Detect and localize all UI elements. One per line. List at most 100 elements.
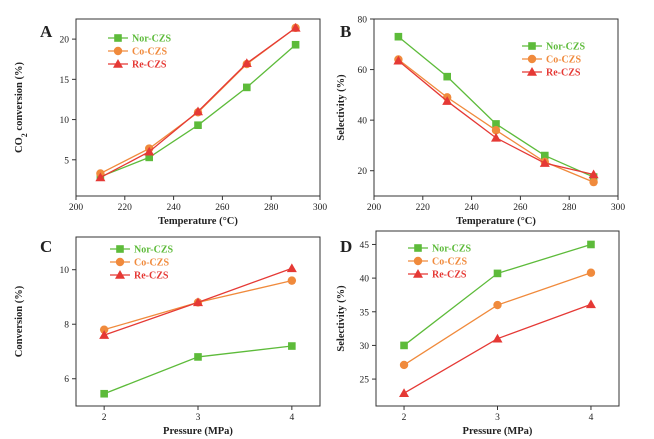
panel-a: 200 220 240 260 280 300 5 10 15 20 Temperature (°C… bbox=[14, 18, 328, 227]
panel-letter: A bbox=[40, 22, 53, 41]
x-tick-label: 2 bbox=[402, 413, 407, 423]
x-tick-label: 220 bbox=[416, 203, 431, 213]
y-tick-label: 20 bbox=[358, 167, 368, 177]
y-tick-label: 10 bbox=[60, 266, 70, 276]
data-point-re-czs bbox=[393, 55, 404, 65]
legend: Nor-CZS Co-CZS Re-CZS bbox=[522, 42, 586, 79]
legend-label: Co-CZS bbox=[134, 258, 169, 269]
data-point-re-czs bbox=[99, 330, 110, 339]
x-tick-label: 2 bbox=[102, 413, 107, 423]
legend-label: Co-CZS bbox=[132, 47, 167, 58]
data-point-re-czs bbox=[539, 158, 550, 167]
x-tick-label: 4 bbox=[289, 413, 294, 423]
legend-label: Re-CZS bbox=[134, 271, 169, 282]
y-tick-label: 8 bbox=[64, 321, 69, 331]
x-tick-label: 300 bbox=[313, 203, 328, 213]
x-tick-label: 200 bbox=[367, 203, 382, 213]
x-tick-label: 300 bbox=[611, 203, 626, 213]
data-point-nor-czs bbox=[443, 72, 451, 81]
x-tick-label: 220 bbox=[118, 203, 133, 213]
legend-label: Nor-CZS bbox=[132, 34, 172, 45]
y-tick-label: 30 bbox=[360, 342, 370, 352]
data-point-re-czs bbox=[491, 132, 501, 142]
legend-marker bbox=[115, 270, 125, 279]
x-tick-label: 260 bbox=[513, 203, 528, 213]
legend-marker bbox=[113, 59, 123, 68]
legend-label: Co-CZS bbox=[546, 55, 581, 66]
data-point-nor-czs bbox=[492, 120, 500, 128]
legend-marker bbox=[528, 42, 536, 50]
x-tick-label: 4 bbox=[589, 413, 594, 423]
legend-marker bbox=[115, 257, 125, 267]
y-tick-label: 40 bbox=[358, 117, 368, 127]
y-tick-label: 25 bbox=[360, 376, 370, 386]
legend-label: Nor-CZS bbox=[546, 42, 586, 53]
x-tick-label: 200 bbox=[69, 203, 84, 213]
x-axis-label: Pressure (MPa) bbox=[163, 426, 233, 437]
data-point-re-czs bbox=[193, 297, 203, 307]
data-point-nor-czs bbox=[145, 153, 153, 162]
legend-marker bbox=[113, 46, 123, 56]
data-point-nor-czs bbox=[194, 121, 202, 129]
y-axis-label: Selectivity (%) bbox=[336, 74, 347, 141]
legend-marker bbox=[116, 245, 124, 253]
legend-marker bbox=[527, 67, 537, 76]
plot-frame bbox=[375, 230, 620, 407]
data-point-re-czs bbox=[95, 172, 106, 182]
data-point-co-czs bbox=[589, 177, 598, 187]
data-point-re-czs bbox=[290, 22, 301, 32]
data-point-nor-czs bbox=[587, 240, 595, 249]
panel-letter: C bbox=[40, 237, 52, 256]
data-point-re-czs bbox=[588, 169, 599, 179]
panel-letter: D bbox=[340, 237, 352, 256]
legend-marker bbox=[527, 54, 537, 64]
legend-label: Co-CZS bbox=[432, 257, 467, 268]
legend-marker bbox=[414, 244, 422, 252]
data-point-re-czs bbox=[492, 333, 503, 343]
data-point-re-czs bbox=[286, 263, 297, 273]
legend-label: Re-CZS bbox=[132, 60, 167, 71]
legend-label: Nor-CZS bbox=[432, 244, 472, 255]
y-tick-label: 15 bbox=[60, 76, 70, 86]
legend: Nor-CZS Co-CZS Re-CZS bbox=[110, 245, 174, 282]
x-axis-label: Pressure (MPa) bbox=[463, 426, 533, 437]
x-axis-label: Temperature (°C) bbox=[456, 216, 536, 227]
data-point-re-czs bbox=[193, 106, 203, 116]
data-point-re-czs bbox=[241, 58, 252, 67]
data-point-nor-czs bbox=[394, 32, 403, 41]
panel-b: 200 220 240 260 280 300 20 40 60 80 Temperature (°… bbox=[336, 16, 625, 228]
data-point-nor-czs bbox=[541, 151, 549, 160]
y-tick-label: 35 bbox=[360, 308, 370, 318]
panel-c: 2 3 4 6 8 10 Pressure (MPa) Conversion (%) C Nor-… bbox=[14, 236, 321, 437]
panel-d: 2 3 4 25 30 35 40 45 Pressure (MPa) Selectivity (… bbox=[336, 230, 620, 437]
y-tick-label: 60 bbox=[358, 66, 368, 76]
y-tick-label: 5 bbox=[64, 156, 69, 166]
data-point-re-czs bbox=[399, 388, 410, 397]
data-point-nor-czs bbox=[194, 353, 202, 361]
y-tick-label: 40 bbox=[360, 275, 370, 285]
y-tick-label: 45 bbox=[360, 241, 370, 251]
y-tick-label: 6 bbox=[64, 375, 69, 385]
x-tick-label: 280 bbox=[562, 203, 577, 213]
x-tick-label: 3 bbox=[495, 413, 500, 423]
y-tick-label: 10 bbox=[60, 116, 70, 126]
data-point-re-czs bbox=[585, 299, 596, 309]
legend-marker bbox=[413, 269, 423, 278]
series-line-re-czs bbox=[403, 303, 592, 394]
legend: Nor-CZS Co-CZS Re-CZS bbox=[108, 34, 172, 71]
y-axis-label: CO2 conversion (%) bbox=[14, 62, 29, 153]
y-axis-label: Selectivity (%) bbox=[336, 285, 347, 352]
x-tick-label: 280 bbox=[264, 203, 279, 213]
data-point-nor-czs bbox=[400, 341, 408, 350]
x-tick-label: 240 bbox=[166, 203, 181, 213]
x-tick-label: 260 bbox=[215, 203, 230, 213]
panel-letter: B bbox=[340, 22, 351, 41]
x-tick-label: 240 bbox=[464, 203, 479, 213]
data-point-co-czs bbox=[491, 126, 501, 135]
x-tick-label: 3 bbox=[196, 413, 201, 423]
data-point-co-czs bbox=[99, 325, 109, 334]
data-point-co-czs bbox=[586, 268, 596, 277]
series-line-co-czs bbox=[403, 272, 592, 366]
data-point-co-czs bbox=[399, 360, 409, 370]
